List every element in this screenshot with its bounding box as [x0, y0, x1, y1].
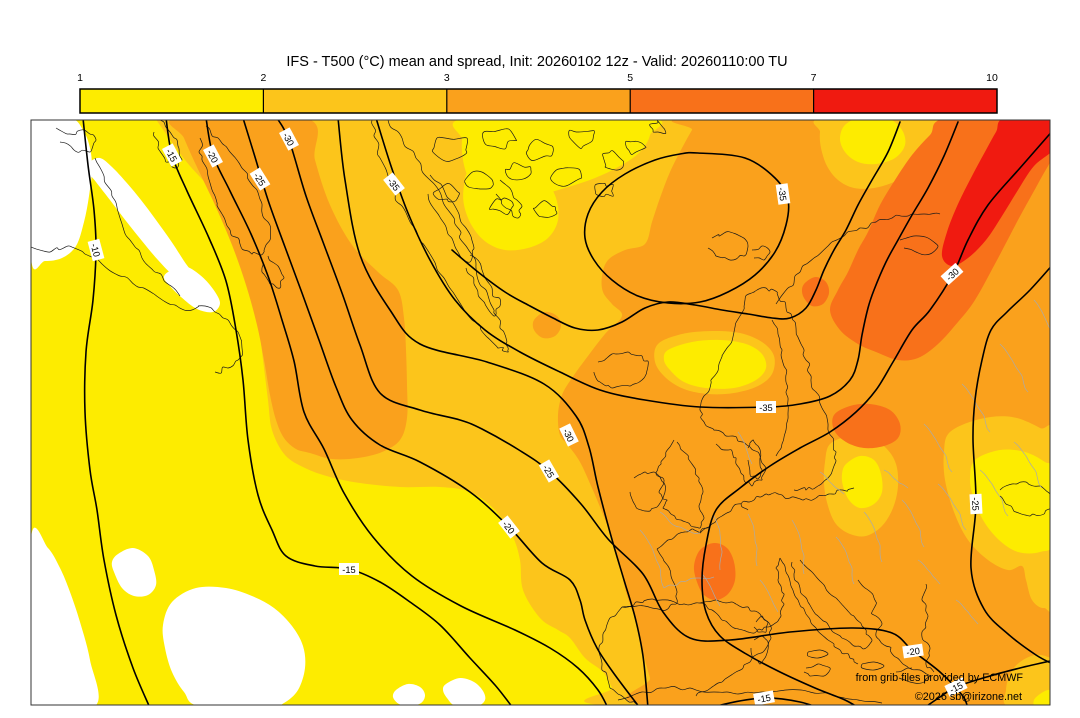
svg-text:-35: -35: [776, 187, 788, 202]
svg-text:©2026 sb@irizone.net: ©2026 sb@irizone.net: [915, 691, 1022, 703]
svg-text:1: 1: [77, 72, 83, 84]
svg-text:10: 10: [986, 72, 998, 84]
svg-text:-35: -35: [759, 403, 772, 413]
svg-text:2: 2: [260, 72, 266, 84]
svg-text:-15: -15: [342, 565, 355, 575]
svg-text:IFS - T500 (°C) mean and sprea: IFS - T500 (°C) mean and spread, Init: 2…: [286, 54, 787, 70]
svg-text:from grib files provided by EC: from grib files provided by ECMWF: [856, 672, 1024, 684]
svg-text:7: 7: [811, 72, 817, 84]
svg-text:-20: -20: [906, 646, 921, 658]
svg-text:-15: -15: [757, 693, 772, 705]
svg-text:-10: -10: [89, 242, 102, 258]
svg-text:-25: -25: [970, 497, 981, 511]
svg-text:5: 5: [627, 72, 633, 84]
svg-text:3: 3: [444, 72, 450, 84]
